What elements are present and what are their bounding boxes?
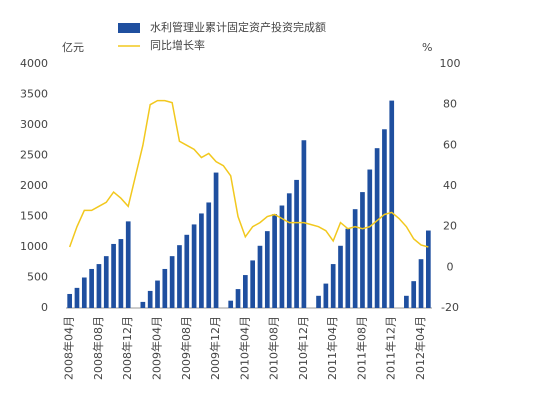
bar [81, 277, 87, 308]
bar [228, 300, 234, 308]
bar [316, 295, 321, 308]
bar [294, 179, 299, 308]
bar [257, 245, 263, 308]
x-tick-label: 2011年04月 [325, 316, 339, 380]
bar [125, 221, 131, 308]
y2-axis-unit: % [422, 41, 432, 54]
y2-tick-label: 100 [440, 57, 461, 70]
legend-label: 水利管理业累计固定资产投资完成额 [150, 20, 326, 34]
bar [67, 293, 73, 308]
bar [206, 202, 212, 308]
legend-swatch [118, 23, 140, 33]
y-tick-label: 1000 [20, 240, 48, 253]
bar [147, 290, 153, 308]
bar [286, 193, 292, 308]
bar [199, 213, 204, 308]
bar [272, 214, 277, 308]
bar [111, 243, 116, 308]
x-tick-label: 2012年04月 [413, 316, 427, 380]
y2-tick-label: 40 [443, 179, 457, 192]
bar [213, 172, 219, 308]
bar [411, 281, 417, 308]
bar [250, 260, 256, 308]
y-tick-label: 1500 [20, 210, 48, 223]
bar [389, 100, 395, 308]
bar [235, 289, 241, 308]
bar [242, 275, 248, 308]
y2-tick-label: 60 [443, 138, 457, 151]
legend-label: 同比增长率 [150, 38, 205, 52]
bar [264, 231, 270, 308]
x-tick-label: 2008年04月 [62, 316, 76, 380]
bar [352, 209, 358, 308]
bar [418, 259, 424, 308]
x-tick-label: 2009年12月 [208, 316, 222, 380]
y-tick-label: 2500 [20, 149, 48, 162]
bar [155, 280, 160, 308]
x-tick-label: 2008年12月 [120, 316, 134, 380]
x-tick-label: 2009年08月 [179, 316, 193, 380]
x-tick-label: 2010年04月 [237, 316, 251, 380]
bar [374, 148, 380, 308]
bar [103, 256, 109, 308]
bar [177, 245, 182, 308]
line [68, 99, 429, 248]
bar [74, 287, 80, 308]
bar [301, 140, 307, 308]
bar [323, 283, 329, 308]
y2-tick-label: 20 [443, 220, 457, 233]
y2-tick-label: -20 [441, 301, 459, 314]
bar [162, 268, 168, 308]
bar [345, 228, 351, 308]
y-axis-unit: 亿元 [62, 41, 84, 54]
bar [338, 245, 343, 308]
bar [404, 295, 409, 308]
x-tick-label: 2011年12月 [384, 316, 398, 380]
x-tick-label: 2011年08月 [354, 316, 368, 380]
y-tick-label: 2000 [20, 179, 48, 192]
y-tick-label: 4000 [20, 57, 48, 70]
bar [89, 268, 94, 308]
bar [382, 129, 387, 308]
x-tick-label: 2010年08月 [267, 316, 281, 380]
bar [96, 264, 102, 308]
bar [360, 192, 365, 308]
y-tick-label: 0 [41, 301, 48, 314]
x-tick-label: 2010年12月 [296, 316, 310, 380]
y2-tick-label: 0 [447, 260, 454, 273]
y2-tick-label: 80 [443, 98, 457, 111]
x-tick-label: 2009年04月 [150, 316, 164, 380]
bar [140, 301, 146, 308]
bar [191, 224, 197, 308]
bar [279, 205, 285, 308]
bar [367, 169, 373, 308]
y-tick-label: 500 [27, 271, 48, 284]
bar [330, 264, 336, 308]
bar [118, 239, 124, 308]
x-tick-label: 2008年08月 [91, 316, 105, 380]
y-tick-label: 3500 [20, 88, 48, 101]
y-tick-label: 3000 [20, 118, 48, 131]
bar [169, 256, 175, 308]
bar [425, 230, 431, 308]
bar [184, 234, 190, 308]
